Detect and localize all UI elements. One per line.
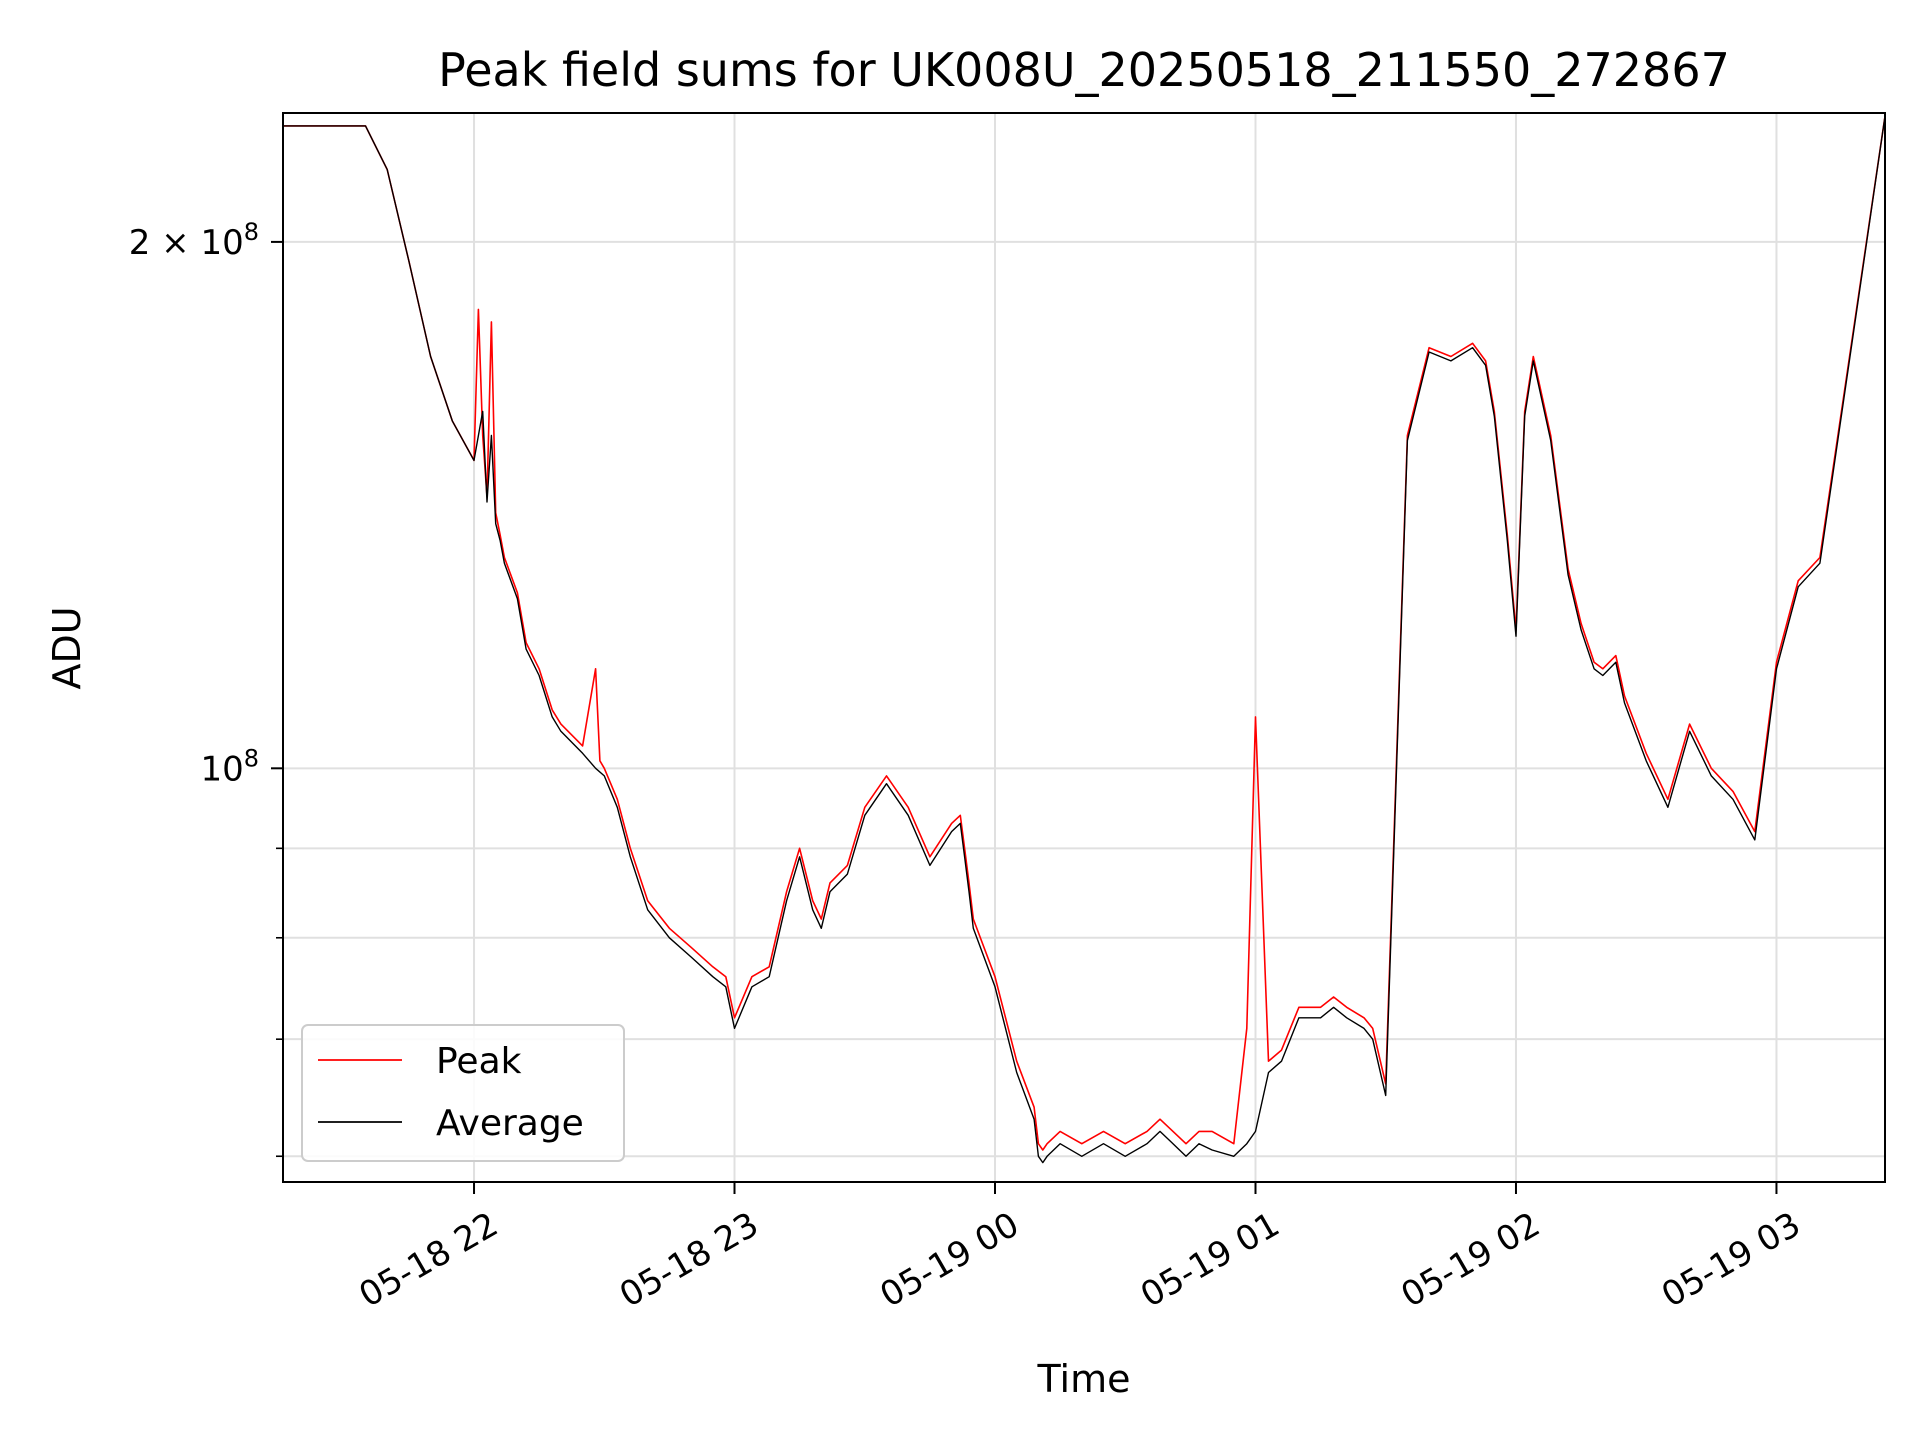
chart-title: Peak field sums for UK008U_20250518_2115… [438,43,1730,97]
y-tick-label: 108 [200,744,259,789]
legend: Peak Average [301,1024,625,1162]
legend-label-peak: Peak [436,1041,522,1082]
grid [283,113,1885,1182]
x-axis-label: Time [1037,1357,1131,1401]
y-axis-label: ADU [45,606,89,689]
legend-box [301,1024,625,1162]
y-tick-label: 2 × 108 [129,218,259,263]
plot-series [283,116,1885,1164]
legend-label-average: Average [436,1103,584,1144]
series-line-average [283,116,1885,1164]
plot-frame [282,112,1886,1183]
